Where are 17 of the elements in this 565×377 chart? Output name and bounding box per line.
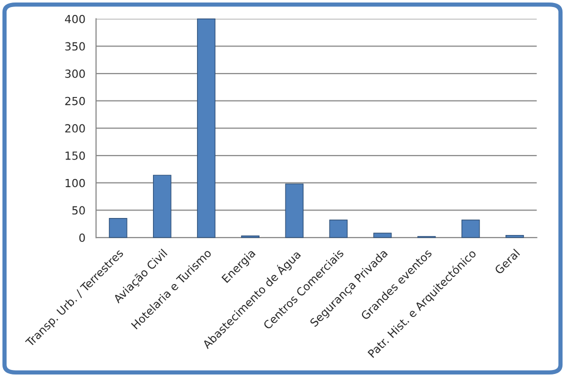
bar [197,18,216,238]
y-tick-label: 150 [66,151,85,160]
y-tick-label: 400 [64,14,85,24]
y-tick-label: 350 [65,42,85,51]
y-tick-label: 300 [65,69,85,78]
bar [461,220,480,238]
y-tick-label: 200 [65,124,85,133]
y-tick-label: 50 [72,206,85,215]
bar [108,218,128,238]
y-tick-label: 250 [65,96,85,106]
y-tick-label: 0 [79,233,85,242]
y-tick-label: 100 [66,178,85,188]
bar [506,234,524,238]
bar [373,232,392,238]
bar [152,174,172,238]
bar [285,184,304,238]
bar [329,220,348,238]
